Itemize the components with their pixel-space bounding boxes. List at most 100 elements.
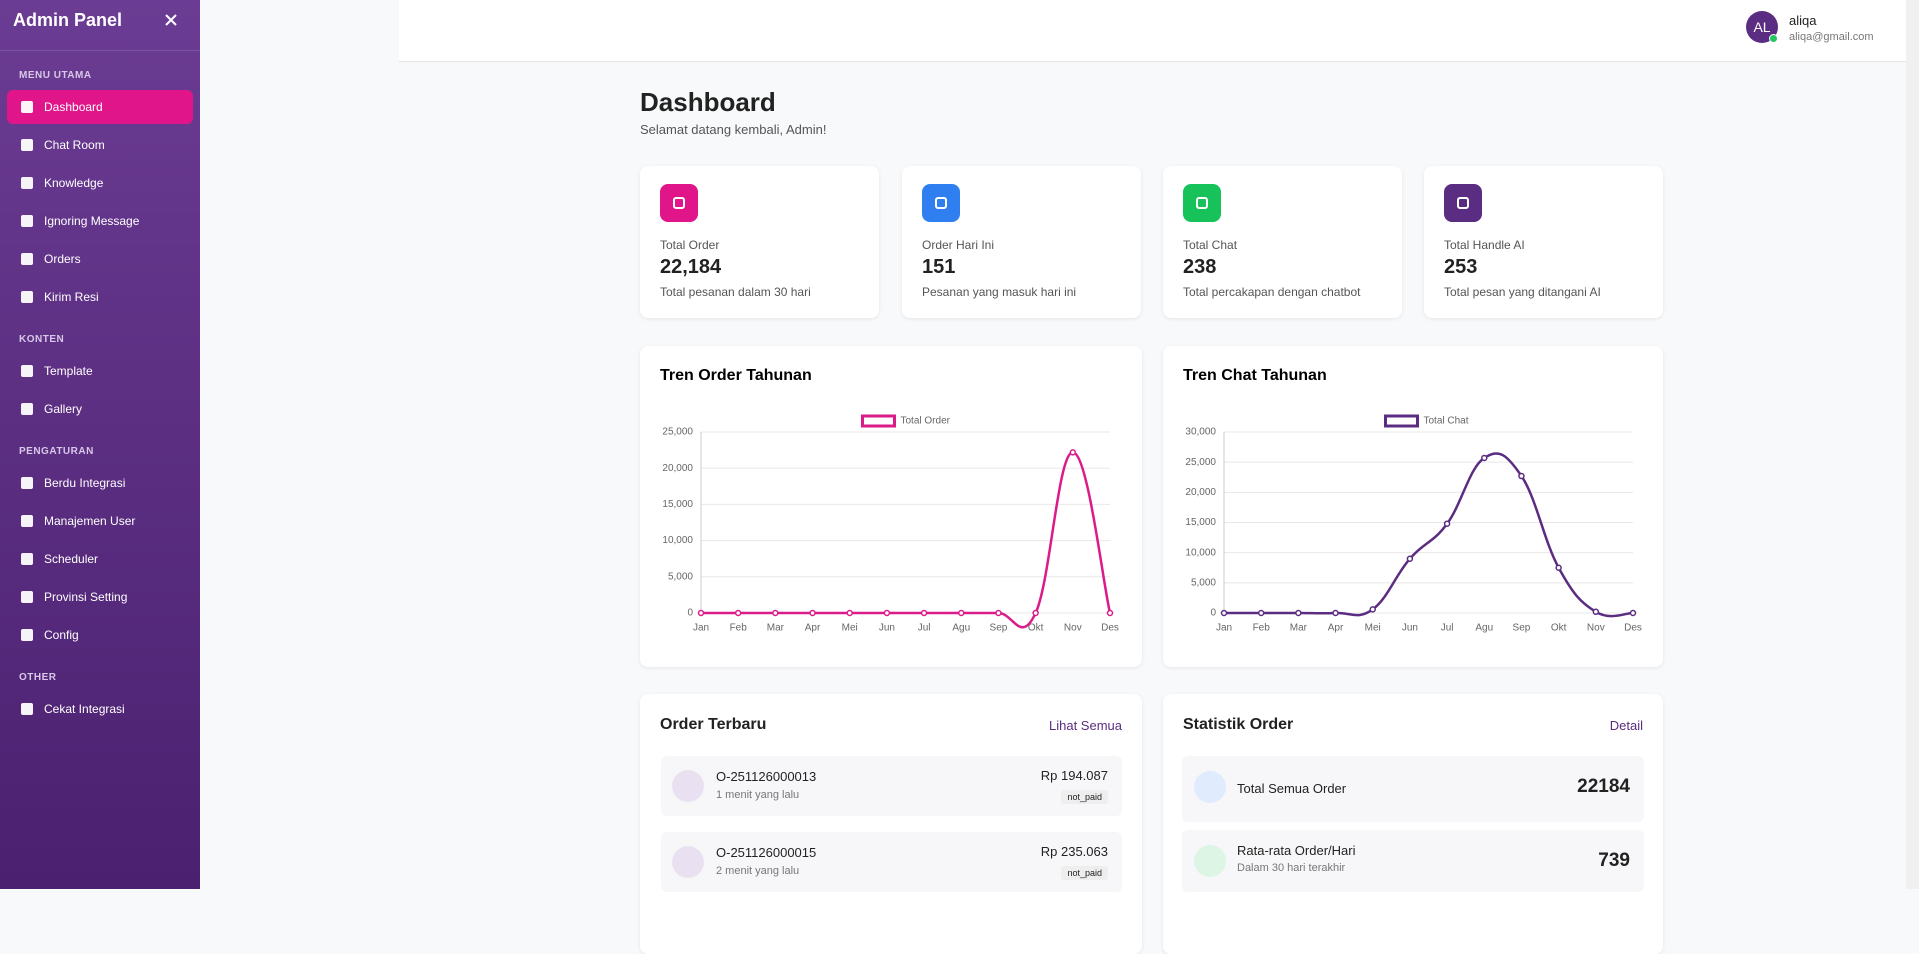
x-tick-label: Jul xyxy=(918,623,931,634)
y-tick-label: 10,000 xyxy=(1185,547,1216,558)
point xyxy=(1332,609,1339,617)
nav-item[interactable]: Provinsi Setting xyxy=(7,578,193,616)
nav-item[interactable]: Chat Room xyxy=(7,126,193,164)
stat-desc: Total percakapan dengan chatbot xyxy=(1183,285,1361,299)
chart: Tren Chat Tahunan 0 5,000 10,000 15,000 20,00… xyxy=(1183,367,1642,634)
nav-item[interactable]: Gallery xyxy=(7,390,193,428)
x-tick-label: Agu xyxy=(952,623,970,634)
x-tick-label: Jan xyxy=(693,623,709,634)
nav-icon xyxy=(21,215,33,227)
x-tick-label: Mar xyxy=(767,623,785,634)
point xyxy=(772,609,779,617)
avatar[interactable]: AL xyxy=(1746,11,1778,43)
nav-label: Berdu Integrasi xyxy=(44,476,126,490)
stat-row-value: 22184 xyxy=(1577,776,1630,797)
nav-label: Orders xyxy=(44,252,81,266)
stat-row-sub: Dalam 30 hari terakhir xyxy=(1237,862,1346,874)
chart-card: Tren Order Tahunan 0 5,000 10,000 15,000 20,0… xyxy=(640,346,1142,667)
x-tick-label: Jun xyxy=(1402,623,1418,634)
nav-icon xyxy=(21,477,33,489)
x-tick-label: Apr xyxy=(805,623,821,634)
section-label: KONTEN xyxy=(19,334,65,345)
stat-card: Total Order 22,184 Total pesanan dalam 30 … xyxy=(640,166,879,318)
stat-row: Total Semua Order 22184 xyxy=(1182,756,1644,822)
nav-item[interactable]: Ignoring Message xyxy=(7,202,193,240)
stat-value: 238 xyxy=(1183,256,1217,278)
nav-icon xyxy=(21,703,33,715)
card-title: Order Terbaru xyxy=(660,716,767,733)
order-time: 1 menit yang lalu xyxy=(716,789,800,801)
point xyxy=(1481,454,1488,462)
page: {"sidebar":{"title":"Admin Panel","secti… xyxy=(0,0,1919,889)
link[interactable]: Lihat Semua xyxy=(1049,718,1122,733)
topbar: AL aliqa aliqa@gmail.com xyxy=(399,0,1906,62)
sidebar: Admin Panel MENU UTAMA Dashboard Chat Room… xyxy=(0,0,200,889)
legend-label: Total Chat xyxy=(1424,416,1469,427)
point xyxy=(734,609,742,617)
section-label: OTHER xyxy=(19,672,57,683)
x-tick-label: Jul xyxy=(1441,623,1454,634)
nav-label: Ignoring Message xyxy=(44,214,140,228)
y-tick-label: 30,000 xyxy=(1185,427,1216,438)
x-tick-label: Okt xyxy=(1551,623,1567,634)
icon-glyph xyxy=(935,197,947,209)
nav-icon xyxy=(21,253,33,265)
nav-item[interactable]: Orders xyxy=(7,240,193,278)
point xyxy=(883,609,891,617)
y-tick-label: 25,000 xyxy=(1185,457,1216,468)
page-subtitle: Selamat datang kembali, Admin! xyxy=(640,122,827,137)
nav-label: Provinsi Setting xyxy=(44,590,128,604)
nav-icon xyxy=(21,365,33,377)
nav-item[interactable]: Dashboard xyxy=(7,90,193,124)
stat-row-icon xyxy=(1194,845,1226,877)
nav-icon xyxy=(21,291,33,303)
stat-value: 253 xyxy=(1444,256,1478,278)
section-label: MENU UTAMA xyxy=(19,70,92,81)
nav-item[interactable]: Cekat Integrasi xyxy=(7,690,193,728)
nav-item[interactable]: Scheduler xyxy=(7,540,193,578)
y-tick-label: 10,000 xyxy=(662,535,693,546)
order-stats-card: Statistik Order Detail Total Semua Order… xyxy=(1163,694,1663,954)
x-tick-label: Nov xyxy=(1587,623,1605,634)
nav-icon xyxy=(21,629,33,641)
point xyxy=(995,609,1002,617)
y-tick-label: 20,000 xyxy=(1185,487,1216,498)
link[interactable]: Detail xyxy=(1609,718,1643,733)
stat-desc: Total pesan yang ditangani AI xyxy=(1444,285,1601,299)
stat-value: 151 xyxy=(922,256,956,278)
nav-label: Cekat Integrasi xyxy=(44,702,125,716)
close-button[interactable] xyxy=(164,13,178,27)
point xyxy=(809,609,816,617)
nav-item[interactable]: Manajemen User xyxy=(7,502,193,540)
chart-title: Tren Order Tahunan xyxy=(660,367,812,384)
y-tick-label: 0 xyxy=(687,608,693,619)
y-tick-label: 15,000 xyxy=(1185,517,1216,528)
chart: Tren Order Tahunan 0 5,000 10,000 15,000 20,0… xyxy=(660,367,1119,634)
legend-swatch xyxy=(861,414,896,428)
nav-item[interactable]: Kirim Resi xyxy=(7,278,193,316)
point xyxy=(846,609,853,617)
x-tick-label: Mar xyxy=(1290,623,1308,634)
nav-item[interactable]: Template xyxy=(7,352,193,390)
icon-glyph xyxy=(1457,197,1469,209)
order-row[interactable]: O-251126000013 1 menit yang lalu Rp 194.08… xyxy=(661,756,1122,816)
nav-label: Knowledge xyxy=(44,176,104,190)
line xyxy=(700,451,1112,629)
x-tick-label: Jan xyxy=(1216,623,1232,634)
icon-glyph xyxy=(1196,197,1208,209)
stat-row-icon xyxy=(1194,771,1226,803)
point xyxy=(1069,449,1077,456)
nav-item[interactable]: Config xyxy=(7,616,193,654)
x-tick-label: Des xyxy=(1624,623,1642,634)
nav-icon xyxy=(21,591,33,603)
nav-icon xyxy=(21,515,33,527)
card-title: Statistik Order xyxy=(1183,716,1294,733)
stat-label: Total Order xyxy=(660,238,720,252)
stat-icon xyxy=(922,184,960,222)
nav-item[interactable]: Berdu Integrasi xyxy=(7,464,193,502)
order-row[interactable]: O-251126000015 2 menit yang lalu Rp 235.06… xyxy=(661,832,1122,892)
nav-icon xyxy=(21,177,33,189)
order-id: O-251126000013 xyxy=(716,769,817,784)
x-tick-label: Feb xyxy=(730,623,748,634)
nav-item[interactable]: Knowledge xyxy=(7,164,193,202)
